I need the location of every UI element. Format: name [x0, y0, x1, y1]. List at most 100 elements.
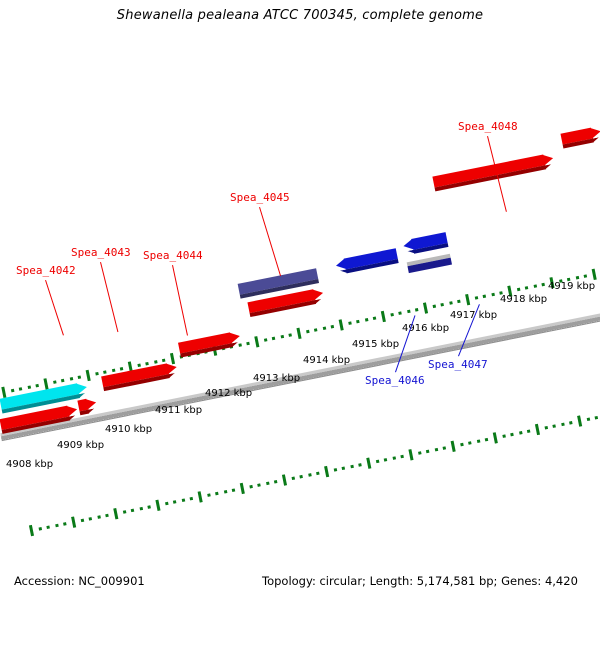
- ruler-minor-tick: [308, 473, 312, 477]
- ruler-minor-tick: [484, 437, 489, 442]
- ruler-minor-tick: [502, 434, 506, 438]
- gene-feature[interactable]: [560, 126, 600, 149]
- genome-map-viewer: Shewanella pealeana ATCC 700345, complet…: [0, 8, 600, 588]
- scale-label: 4908 kbp: [6, 459, 54, 470]
- gene-label[interactable]: Spea_4044: [143, 249, 203, 262]
- ruler-minor-tick: [119, 367, 124, 371]
- ruler-minor-tick: [414, 308, 419, 312]
- ruler-minor-tick: [364, 318, 369, 322]
- ruler-minor-tick: [440, 302, 444, 307]
- ruler-lower: [28, 400, 600, 537]
- ruler-minor-tick: [139, 506, 144, 511]
- ruler-major-tick: [492, 432, 498, 444]
- ruler-major-tick: [591, 268, 597, 281]
- ruler-minor-tick: [165, 501, 169, 506]
- scale-label: 4919 kbp: [548, 281, 596, 292]
- ruler-minor-tick: [375, 459, 380, 464]
- ruler-minor-tick: [476, 439, 481, 443]
- genome-stats-text: Topology: circular; Length: 5,174,581 bp…: [262, 574, 578, 588]
- arrowhead-shadow: [78, 392, 89, 398]
- map-canvas: 4908 kbp 4909 kbp 4910 kbp 4911 kbp 4912 kbp…: [0, 120, 600, 537]
- ruler-major-tick: [296, 327, 302, 340]
- gene-label[interactable]: Spea_4043: [71, 246, 131, 259]
- ruler-minor-tick: [533, 284, 538, 288]
- ruler-minor-tick: [172, 500, 177, 504]
- gene-arrowhead: [312, 287, 325, 304]
- ruler-minor-tick: [390, 312, 394, 317]
- gene-feature[interactable]: [77, 397, 98, 416]
- ruler-minor-tick: [215, 491, 219, 496]
- ruler-minor-tick: [181, 498, 186, 502]
- ruler-minor-tick: [519, 431, 523, 435]
- ruler-minor-tick: [425, 449, 430, 454]
- gene-label[interactable]: Spea_4045: [230, 191, 290, 204]
- arrowhead-shadow: [87, 408, 98, 414]
- arrowhead-face: [335, 258, 347, 271]
- arrowhead-face: [229, 331, 241, 344]
- ruler-minor-tick: [291, 476, 296, 481]
- ruler-minor-tick: [418, 451, 422, 455]
- ruler-minor-tick: [392, 456, 397, 460]
- page-title: Shewanella pealeana ATCC 700345, complet…: [116, 8, 484, 23]
- scale-label: 4914 kbp: [303, 355, 351, 366]
- gene-feature[interactable]: [335, 248, 399, 275]
- ruler-minor-tick: [46, 525, 50, 530]
- arrowhead-face: [590, 126, 600, 139]
- ruler-minor-tick: [569, 421, 573, 425]
- ruler-major-tick: [254, 336, 260, 348]
- ruler-minor-tick: [60, 378, 65, 383]
- ruler-minor-tick: [154, 360, 158, 364]
- ruler-minor-tick: [231, 488, 236, 492]
- ruler-major-tick: [155, 499, 161, 511]
- gene-body: [343, 248, 399, 274]
- ruler-minor-tick: [457, 299, 461, 304]
- ruler-major-tick: [366, 457, 372, 469]
- ruler-major-tick: [450, 440, 456, 453]
- gene-body: [560, 127, 594, 149]
- gene-arrowhead: [229, 331, 242, 348]
- gene-label[interactable]: Spea_4047: [428, 358, 488, 371]
- arrowhead-shadow: [337, 269, 348, 275]
- ruler-minor-tick: [348, 321, 352, 325]
- ruler-minor-tick: [358, 463, 362, 467]
- scale-label: 4912 kbp: [205, 388, 253, 399]
- ruler-major-tick: [1, 386, 7, 399]
- ruler-major-tick: [71, 516, 77, 528]
- arrowhead-face: [312, 287, 324, 300]
- ruler-minor-tick: [53, 380, 57, 384]
- ruler-minor-tick: [189, 496, 194, 501]
- ruler-major-tick: [422, 302, 429, 314]
- gene-label[interactable]: Spea_4042: [16, 264, 76, 277]
- gene-label[interactable]: Spea_4046: [365, 374, 425, 387]
- ruler-major-tick: [408, 449, 414, 461]
- ruler-minor-tick: [407, 309, 411, 314]
- ruler-minor-tick: [207, 493, 211, 497]
- ruler-minor-tick: [271, 336, 276, 341]
- gene-arrowhead: [76, 382, 89, 399]
- accession-text: Accession: NC_009901: [14, 574, 145, 588]
- ruler-major-tick: [43, 378, 49, 390]
- ruler-minor-tick: [383, 458, 388, 462]
- ruler-minor-tick: [432, 304, 437, 309]
- ruler-minor-tick: [257, 483, 261, 487]
- ruler-major-tick: [197, 491, 203, 503]
- ruler-minor-tick: [249, 484, 253, 489]
- ruler-minor-tick: [223, 490, 228, 494]
- ruler-minor-tick: [541, 282, 545, 287]
- ruler-minor-tick: [491, 292, 495, 297]
- ruler-minor-tick: [266, 481, 270, 486]
- arrowhead-face: [542, 153, 554, 166]
- ruler-minor-tick: [88, 517, 93, 521]
- ruler-minor-tick: [341, 466, 346, 471]
- arrowhead-face: [85, 397, 97, 410]
- arrowhead-face: [402, 239, 414, 252]
- gene-arrowhead: [590, 126, 600, 143]
- arrowhead-face: [66, 404, 78, 417]
- ruler-minor-tick: [122, 510, 127, 514]
- ruler-minor-tick: [80, 518, 85, 523]
- ruler-minor-tick: [263, 338, 268, 342]
- gene-label[interactable]: Spea_4048: [458, 120, 518, 133]
- ruler-major-tick: [281, 474, 288, 486]
- scale-label: 4911 kbp: [155, 405, 203, 416]
